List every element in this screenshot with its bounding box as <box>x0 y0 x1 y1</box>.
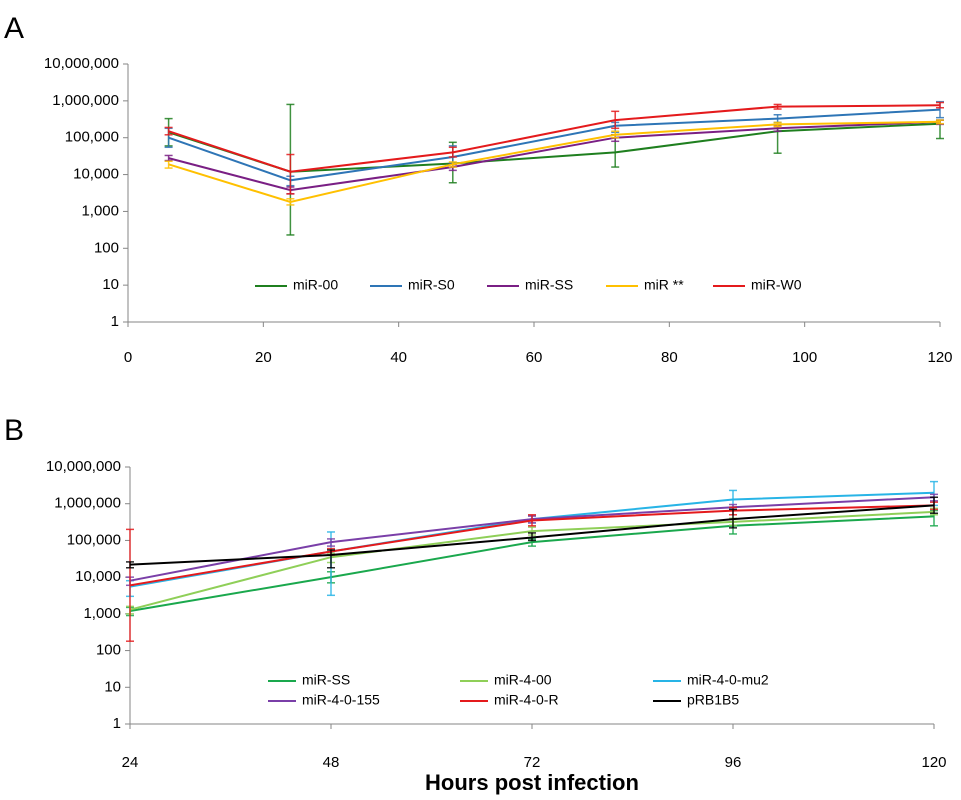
error-bar <box>611 110 620 130</box>
x-tick-label: 24 <box>122 754 139 771</box>
legend-item: miR-W0 <box>713 277 802 293</box>
y-tick-label: 10,000 <box>75 568 121 585</box>
y-tick-label: 1,000 <box>83 605 121 622</box>
legend-item: miR-SS <box>268 672 350 688</box>
series-line <box>168 120 941 204</box>
legend-item: miR-SS <box>487 277 573 293</box>
y-tick-label: 1 <box>113 715 121 732</box>
error-bar <box>126 528 134 642</box>
error-bar <box>773 121 782 128</box>
x-tick-label: 40 <box>390 349 407 366</box>
legend: miR-00 miR-S0 miR-SS miR ** miR-W0 <box>255 277 802 293</box>
y-tick-label: 1,000 <box>81 202 119 219</box>
y-tick-label: 10 <box>104 678 121 695</box>
x-tick-label: 60 <box>526 349 543 366</box>
panel-letter: A <box>4 12 24 45</box>
legend-label: miR-S0 <box>408 277 455 293</box>
series-mir- <box>164 119 944 206</box>
x-tick-label: 120 <box>927 349 952 366</box>
error-bar <box>164 126 173 136</box>
y-tick-label: 1,000,000 <box>52 92 119 109</box>
error-bar <box>286 198 295 206</box>
error-bar <box>936 119 944 125</box>
error-bar <box>930 496 938 514</box>
legend-item: pRB1B5 <box>653 692 739 708</box>
error-bar <box>528 514 536 527</box>
panel-letter: B <box>4 414 24 447</box>
error-bar <box>528 532 536 542</box>
legend-label: miR-4-0-155 <box>302 692 380 708</box>
x-tick-label: 120 <box>921 754 946 771</box>
error-bar <box>611 130 620 139</box>
x-tick-label: 72 <box>524 754 541 771</box>
y-tick-label: 1 <box>111 313 119 330</box>
error-bar <box>729 508 737 529</box>
legend: miR-SS miR-4-00 miR-4-0-mu2 miR-4-0-155 miR-… <box>268 672 769 708</box>
legend-label: miR-SS <box>302 672 350 688</box>
legend-item: miR-4-0-R <box>460 692 559 708</box>
legend-item: miR-S0 <box>370 277 455 293</box>
legend-label: pRB1B5 <box>687 692 739 708</box>
x-axis-title: Hours post infection <box>425 770 639 795</box>
legend-label: miR-00 <box>293 277 338 293</box>
x-tick-label: 80 <box>661 349 678 366</box>
legend-item: miR-4-0-155 <box>268 692 380 708</box>
panel-b: B 1 10 100 1,000 10,000 100,000 1,000,000 10,000… <box>4 414 947 795</box>
y-tick-label: 10,000,000 <box>44 55 119 72</box>
x-tick-label: 0 <box>124 349 132 366</box>
legend-item: miR-4-0-mu2 <box>653 672 769 688</box>
series-mir-w0 <box>164 101 944 195</box>
series-line <box>168 108 941 182</box>
error-bar <box>286 153 295 195</box>
series-line <box>168 120 941 192</box>
legend-label: miR-4-0-mu2 <box>687 672 769 688</box>
series-mir-s0 <box>164 100 944 187</box>
error-bar <box>126 561 134 569</box>
x-tick-label: 20 <box>255 349 272 366</box>
x-tick-label: 96 <box>725 754 742 771</box>
x-tick-label: 100 <box>792 349 817 366</box>
legend-item: miR-4-00 <box>460 672 552 688</box>
y-tick-label: 10,000,000 <box>46 458 121 475</box>
x-tick-label: 48 <box>323 754 340 771</box>
error-bar <box>448 161 457 168</box>
series-prb1b5 <box>126 496 938 569</box>
y-tick-label: 100 <box>94 239 119 256</box>
y-tick-label: 10 <box>102 276 119 293</box>
series-line <box>168 104 941 173</box>
panel-a: A 1 10 100 1,000 10,000 100,000 1,000,000 10,000… <box>4 12 953 366</box>
legend-item: miR ** <box>606 277 684 293</box>
error-bar <box>448 146 457 158</box>
legend-label: miR-SS <box>525 277 573 293</box>
y-tick-label: 100,000 <box>67 531 121 548</box>
legend-label: miR-4-0-R <box>494 692 559 708</box>
legend-label: miR ** <box>644 277 684 293</box>
error-bar <box>773 103 782 110</box>
legend-label: miR-4-00 <box>494 672 552 688</box>
error-bar <box>164 160 173 169</box>
series-mir-4-0-r <box>126 501 938 642</box>
error-bar <box>327 549 335 569</box>
y-tick-label: 1,000,000 <box>54 495 121 512</box>
y-tick-label: 100,000 <box>65 129 119 146</box>
error-bar <box>936 101 944 109</box>
legend-label: miR-W0 <box>751 277 802 293</box>
legend-item: miR-00 <box>255 277 338 293</box>
error-bar <box>327 538 335 547</box>
y-tick-label: 100 <box>96 642 121 659</box>
y-tick-label: 10,000 <box>73 166 119 183</box>
